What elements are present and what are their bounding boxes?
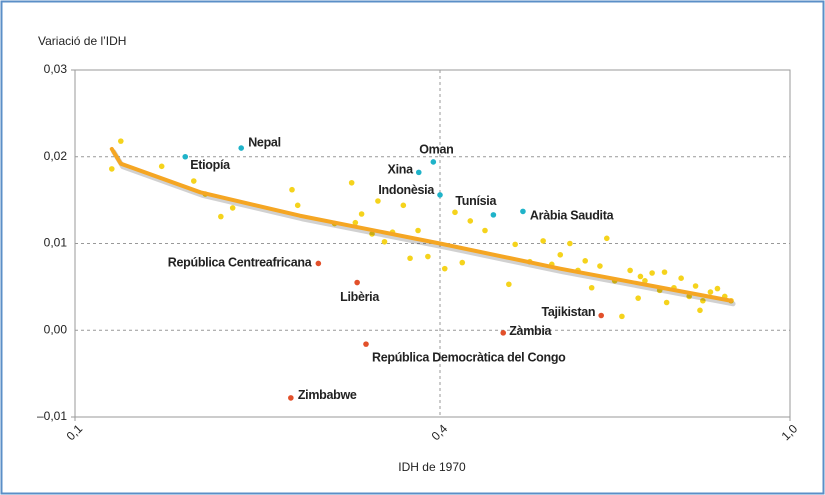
point (582, 258, 589, 264)
point (415, 169, 422, 176)
point-label: Etiopía (190, 158, 231, 172)
point-label: Oman (419, 142, 453, 156)
point (663, 299, 670, 306)
point (294, 202, 301, 209)
point (490, 212, 497, 218)
point-label: Xina (388, 163, 415, 177)
point-label: Libèria (340, 290, 380, 304)
point (415, 227, 421, 234)
point-label: Aràbia Saudita (530, 209, 615, 223)
point (229, 205, 236, 211)
point-label: Zàmbia (509, 324, 552, 338)
point (500, 330, 507, 336)
point (218, 213, 224, 220)
point (637, 273, 644, 280)
point (482, 227, 488, 234)
point (375, 198, 381, 204)
point (452, 209, 458, 216)
point (692, 283, 699, 289)
trend-line (109, 146, 734, 303)
point-label: Tajikistan (541, 305, 595, 319)
y-axis-label: Variació de l’IDH (38, 34, 126, 48)
point-label: República Democràtica del Congo (372, 350, 566, 364)
point (190, 178, 197, 184)
point (425, 253, 431, 260)
point (512, 241, 518, 248)
point (238, 145, 245, 151)
point (619, 313, 625, 320)
y-tick-label: –0,01 (37, 409, 67, 423)
point (289, 186, 295, 193)
point (707, 289, 714, 295)
point (678, 275, 684, 282)
point (649, 270, 655, 276)
point (400, 202, 407, 209)
point (467, 218, 474, 224)
point (108, 166, 115, 172)
point (597, 263, 603, 269)
point-label: República Centreafricana (168, 256, 313, 270)
point (369, 231, 375, 237)
point (603, 235, 610, 242)
point (288, 395, 294, 401)
y-tick-label: 0,02 (44, 149, 68, 163)
point (627, 267, 633, 274)
point (354, 279, 360, 286)
point-label: Nepal (248, 135, 281, 149)
point (697, 307, 703, 314)
point (520, 208, 526, 215)
y-tick-label: 0,01 (44, 236, 68, 250)
point (182, 153, 189, 160)
point (506, 281, 512, 288)
point-label: Tunísia (455, 194, 497, 208)
point (642, 278, 648, 284)
x-axis-label: IDH de 1970 (398, 460, 466, 474)
y-tick-label: 0,03 (44, 62, 68, 76)
point-label: Zimbabwe (298, 388, 357, 402)
point (430, 159, 437, 165)
point (118, 138, 124, 144)
point (352, 219, 359, 226)
point (459, 259, 466, 266)
point (381, 238, 388, 245)
point (158, 163, 165, 170)
point (588, 284, 595, 291)
point (635, 295, 641, 301)
point (661, 269, 668, 275)
point (441, 265, 448, 272)
point (598, 312, 604, 319)
point (567, 240, 573, 247)
point (700, 297, 706, 304)
point (363, 341, 369, 347)
point (540, 238, 546, 244)
point (557, 251, 564, 258)
point (437, 192, 443, 198)
point (358, 211, 365, 217)
y-tick-label: 0,00 (44, 322, 68, 336)
point (407, 255, 413, 262)
point (714, 285, 721, 292)
point (348, 179, 355, 186)
point-label: Indonèsia (378, 183, 435, 197)
point (315, 260, 322, 267)
trend-shadow (111, 149, 736, 307)
